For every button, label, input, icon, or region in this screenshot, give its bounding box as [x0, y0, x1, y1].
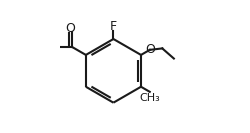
Text: O: O	[66, 22, 76, 35]
Text: O: O	[146, 43, 156, 56]
Text: CH₃: CH₃	[140, 93, 160, 103]
Text: F: F	[110, 20, 117, 33]
